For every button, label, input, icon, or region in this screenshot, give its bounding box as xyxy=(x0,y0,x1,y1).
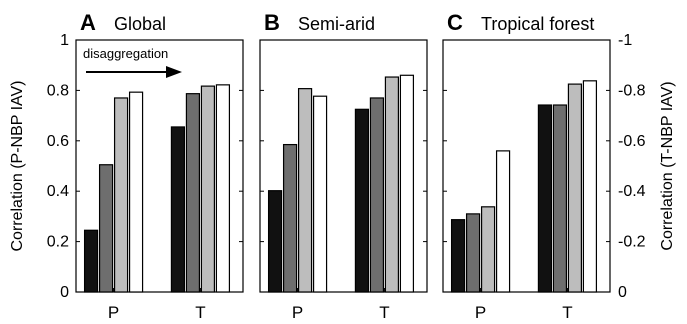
category-label: T xyxy=(379,303,389,322)
panel-frame xyxy=(75,39,244,293)
y-tick-label-right: -0.2 xyxy=(618,234,646,251)
bar-t-1 xyxy=(537,104,553,293)
bar-t-4 xyxy=(582,80,598,293)
y-tick-label-right: -1 xyxy=(618,32,632,49)
y-tick-label-left: 0.8 xyxy=(47,82,69,99)
y-tick-label-right: -0.6 xyxy=(618,133,646,150)
panel-letter: A xyxy=(80,10,96,35)
bar-p-3 xyxy=(113,97,129,293)
y-tick-label-left: 0.6 xyxy=(47,133,69,150)
y-tick-label-left: 0.2 xyxy=(47,234,69,251)
y-tick-label-left: 0.4 xyxy=(47,183,69,200)
bar-t-2 xyxy=(552,104,568,293)
disaggregation-label: disaggregation xyxy=(83,46,168,61)
y-axis-label-right: Correlation (T-NBP IAV) xyxy=(659,81,676,250)
panel-title: Tropical forest xyxy=(481,14,594,34)
bar-t-1 xyxy=(170,126,186,293)
bar-t-4 xyxy=(215,84,231,293)
bar-t-3 xyxy=(200,85,216,293)
panel-letter: C xyxy=(447,10,463,35)
bar-p-2 xyxy=(98,164,114,293)
y-tick-label-right: 0 xyxy=(618,284,627,301)
category-label: T xyxy=(195,303,205,322)
bar-p-4 xyxy=(312,95,328,293)
category-label: P xyxy=(292,303,303,322)
bar-p-4 xyxy=(495,150,511,293)
bar-t-4 xyxy=(399,74,415,293)
panel-c: C Tropical forest P T xyxy=(442,10,611,322)
y-tick-label-left: 1 xyxy=(60,32,69,49)
y-tick-label-left: 0 xyxy=(60,284,69,301)
bar-p-2 xyxy=(465,213,481,293)
bar-t-1 xyxy=(354,108,370,293)
category-label: P xyxy=(108,303,119,322)
panel-b: B Semi-arid P T xyxy=(259,10,428,322)
disaggregation-arrow-head xyxy=(166,66,182,78)
panel-title: Global xyxy=(114,14,166,34)
y-tick-label-right: -0.4 xyxy=(618,183,646,200)
category-label: P xyxy=(475,303,486,322)
y-tick-label-right: -0.8 xyxy=(618,82,646,99)
bar-t-3 xyxy=(567,83,583,293)
bar-p-2 xyxy=(282,143,298,293)
bar-t-2 xyxy=(369,97,385,293)
panel-letter: B xyxy=(264,10,280,35)
panel-frame xyxy=(442,39,611,293)
bar-t-2 xyxy=(185,93,201,293)
y-axis-label-left: Correlation (P-NBP IAV) xyxy=(9,80,26,251)
panel-a: A Global P T xyxy=(75,10,244,322)
bar-p-3 xyxy=(297,88,313,293)
panel-frame xyxy=(259,39,428,293)
bar-p-4 xyxy=(128,91,144,293)
category-label: T xyxy=(562,303,572,322)
bar-p-1 xyxy=(450,219,466,293)
panel-title: Semi-arid xyxy=(298,14,375,34)
bar-p-1 xyxy=(267,190,283,293)
bar-p-1 xyxy=(83,229,99,293)
bar-p-3 xyxy=(480,206,496,293)
bar-t-3 xyxy=(384,76,400,293)
